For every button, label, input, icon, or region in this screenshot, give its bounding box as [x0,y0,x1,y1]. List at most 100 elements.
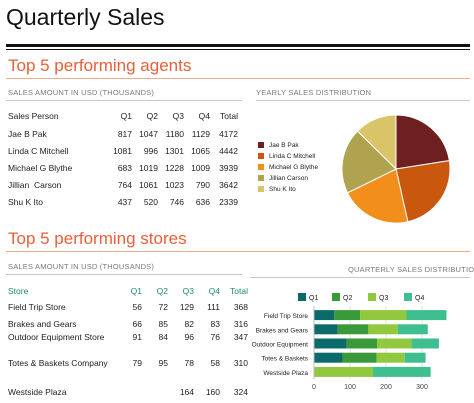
cell-q4: 1065 [191,145,210,156]
agent-name: Jillian Carson [8,179,62,190]
table-row: Field Trip Store 56 72 129 111 368 [8,299,248,315]
agents-header-q3: Q3 [172,110,184,121]
stores-caption-rule [6,274,242,275]
cell-q4: 1129 [191,128,210,139]
cell-q3: 1180 [165,128,184,139]
table-row: Westside Plaza 164 160 324 [8,384,248,400]
legend-swatch [258,164,264,170]
cell-q4: 111 [207,302,220,312]
table-row: Jae B Pak 817 1047 1180 1129 4172 [8,125,238,142]
cell-total: 324 [233,387,248,397]
bar-legend-label: Q4 [415,295,424,302]
cell-total: 4172 [219,128,238,139]
bar-segment [346,338,377,349]
pie-legend-item: Linda C Mitchell [258,153,315,160]
bar-legend-swatch [368,293,376,301]
cell-q1: 437 [117,196,132,207]
stores-section-rule [6,251,470,252]
cell-q1: 79 [132,358,142,368]
bar-legend-label: Q2 [343,295,352,302]
stores-chart-caption-rule [250,277,470,278]
cell-q4: 160 [205,387,220,397]
agents-header-q4: Q4 [198,110,210,121]
store-name: Westside Plaza [8,387,67,397]
cell-q1 [118,384,142,400]
bar-segment [334,310,361,321]
legend-swatch [258,142,264,148]
cell-q1: 817 [117,128,132,139]
stores-section-title: Top 5 performing stores [8,229,187,248]
agents-section-rule [6,78,470,79]
legend-label: Shu K Ito [269,186,296,193]
table-row: Linda C Mitchell 1081 996 1301 1065 4442 [8,142,238,159]
agents-header-person: Sales Person [8,110,59,121]
x-tick-label: 100 [344,384,356,391]
legend-swatch [258,175,264,181]
stores-header-total: Total [230,285,248,296]
cell-q3: 1023 [165,179,184,190]
cell-q1: 1081 [113,145,132,156]
bar-legend-swatch [332,293,340,301]
yearly-sales-pie-chart [341,114,451,224]
cell-q3: 1301 [165,145,184,156]
cell-q2: 95 [158,358,168,368]
cell-q1: 56 [132,302,142,312]
agents-caption-rule [6,100,242,101]
cell-total: 347 [233,332,248,342]
bar-segment [376,352,405,363]
cell-q3: 164 [179,387,194,397]
cell-q4: 58 [210,358,220,368]
agent-name: Shu K Ito [8,196,43,207]
pie-slice [395,160,451,223]
agents-table: Sales Person Q1 Q2 Q3 Q4 Total Jae B Pak… [8,106,238,210]
legend-label: Linda C Mitchell [269,153,316,160]
cell-q1: 91 [132,332,142,342]
bar-segment [404,352,426,363]
bar-segment [314,324,338,335]
bar-legend-label: Q3 [379,295,388,302]
cell-q3: 82 [184,318,194,329]
cell-q3: 78 [184,358,194,368]
pie-slice [341,130,397,194]
table-row: Brakes and Gears 66 85 82 83 316 [8,315,248,332]
cell-q4: 83 [210,318,220,329]
cell-total: 368 [233,302,248,312]
y-category-label: Field Trip Store [264,313,308,320]
cell-q1: 683 [117,162,132,173]
stores-chart-caption: QUARTERLY SALES DISTRIBUTION [348,265,474,274]
y-category-label: Totes & Baskets [261,356,308,363]
bar-segment [342,352,377,363]
quarterly-sales-bar-chart: Q1 Q2 Q3 Q4 0 100 200 300 Field Trip Store Brakes… [252,293,447,391]
stores-table: Store Q1 Q2 Q3 Q4 Total Field Trip Store… [8,282,248,400]
bar-legend-swatch [404,293,412,301]
table-row: Michael G Blythe 683 1019 1228 1009 3939 [8,159,238,176]
table-row: Totes & Baskets Company 79 95 78 58 310 [8,358,248,384]
cell-q2: 1061 [139,179,158,190]
cell-q2: 1047 [139,128,158,139]
legend-label: Jillian Carson [269,175,309,182]
stores-header-store: Store [8,285,29,296]
pie-slice [346,168,409,224]
cell-q2: 520 [143,196,158,207]
agents-chart-caption: YEARLY SALES DISTRIBUTION [256,88,372,97]
bar-segment [411,338,439,349]
pie-legend-item: Jae B Pak [258,142,299,149]
pie-legend-item: Shu K Ito [258,186,296,193]
x-tick-label: 0 [312,384,316,391]
bar-segment [314,366,374,377]
stores-table-caption: SALES AMOUNT IN USD (THOUSANDS) [8,262,155,271]
bar-segment [314,352,343,363]
bar-segment [314,310,335,321]
cell-q2 [142,384,168,400]
title-rule-thick [6,44,470,47]
agent-name: Linda C Mitchell [8,145,69,156]
cell-total: 310 [233,358,248,368]
agents-section-title: Top 5 performing agents [8,56,192,75]
cell-q3: 1228 [165,162,184,173]
store-name: Field Trip Store [8,302,66,312]
agent-name: Jae B Pak [8,128,47,139]
cell-q2: 84 [158,332,168,342]
cell-total: 316 [233,318,248,329]
page-title: Quarterly Sales [6,4,165,30]
bar-legend-label: Q1 [309,295,318,302]
